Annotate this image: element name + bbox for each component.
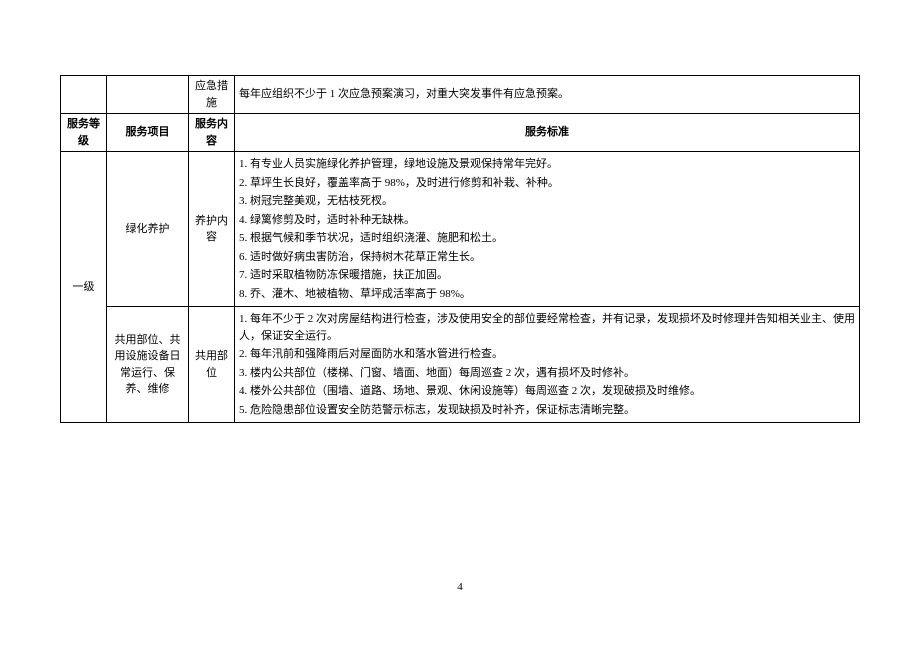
list-item: 5. 根据气候和季节状况，适时组织浇灌、施肥和松土。 <box>239 229 855 248</box>
list-item: 3. 楼内公共部位（楼梯、门窗、墙面、地面）每周巡查 2 次，遇有损坏及时修补。 <box>239 364 855 383</box>
list-item: 2. 草坪生长良好，覆盖率高于 98%，及时进行修剪和补栽、补种。 <box>239 174 855 193</box>
table-row: 共用部位、共用设施设备日常运行、保养、维修 共用部位 1. 每年不少于 2 次对… <box>61 307 860 423</box>
cell-greening-content: 养护内容 <box>189 152 235 307</box>
table-header-row: 服务等级 服务项目 服务内容 服务标准 <box>61 114 860 152</box>
list-item: 1. 有专业人员实施绿化养护管理，绿地设施及景观保持常年完好。 <box>239 155 855 174</box>
cell-common-items: 1. 每年不少于 2 次对房屋结构进行检查，涉及使用安全的部位要经常检查，并有记… <box>235 307 860 423</box>
cell-common-content: 共用部位 <box>189 307 235 423</box>
cell-emergency-content: 每年应组织不少于 1 次应急预案演习，对重大突发事件有应急预案。 <box>235 76 860 114</box>
cell-greening-items: 1. 有专业人员实施绿化养护管理，绿地设施及景观保持常年完好。 2. 草坪生长良… <box>235 152 860 307</box>
list-item: 7. 适时采取植物防冻保暖措施，扶正加固。 <box>239 266 855 285</box>
cell-blank <box>107 76 189 114</box>
table-row: 一级 绿化养护 养护内容 1. 有专业人员实施绿化养护管理，绿地设施及景观保持常… <box>61 152 860 307</box>
page-number: 4 <box>0 581 920 593</box>
list-item: 1. 每年不少于 2 次对房屋结构进行检查，涉及使用安全的部位要经常检查，并有记… <box>239 310 855 345</box>
cell-common-project: 共用部位、共用设施设备日常运行、保养、维修 <box>107 307 189 423</box>
list-item: 5. 危险隐患部位设置安全防范警示标志，发现缺损及时补齐，保证标志清晰完整。 <box>239 401 855 420</box>
cell-blank <box>61 76 107 114</box>
list-item: 4. 绿篱修剪及时，适时补种无缺株。 <box>239 211 855 230</box>
cell-emergency-label: 应急措施 <box>189 76 235 114</box>
header-service-standard: 服务标准 <box>235 114 860 152</box>
list-item: 8. 乔、灌木、地被植物、草坪成活率高于 98%。 <box>239 285 855 304</box>
service-standards-table: 应急措施 每年应组织不少于 1 次应急预案演习，对重大突发事件有应急预案。 服务… <box>60 75 860 423</box>
table-row: 应急措施 每年应组织不少于 1 次应急预案演习，对重大突发事件有应急预案。 <box>61 76 860 114</box>
list-item: 6. 适时做好病虫害防治，保持树木花草正常生长。 <box>239 248 855 267</box>
cell-level: 一级 <box>61 152 107 423</box>
header-service-project: 服务项目 <box>107 114 189 152</box>
header-service-content: 服务内容 <box>189 114 235 152</box>
list-item: 3. 树冠完整美观，无枯枝死杈。 <box>239 192 855 211</box>
list-item: 2. 每年汛前和强降雨后对屋面防水和落水管进行检查。 <box>239 345 855 364</box>
header-service-level: 服务等级 <box>61 114 107 152</box>
list-item: 4. 楼外公共部位（围墙、道路、场地、景观、休闲设施等）每周巡查 2 次，发现破… <box>239 382 855 401</box>
cell-greening-project: 绿化养护 <box>107 152 189 307</box>
